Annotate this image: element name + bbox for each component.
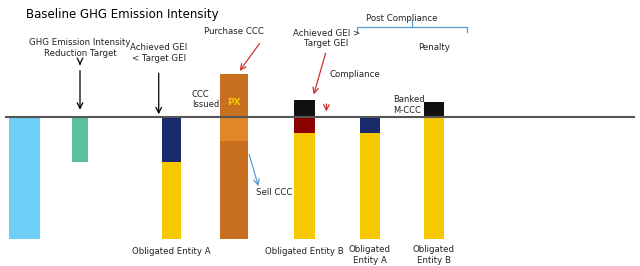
Text: GHG Emission Intensity
Reduction Target: GHG Emission Intensity Reduction Target <box>29 38 131 57</box>
Bar <box>220 117 248 141</box>
Text: Purchase CCC: Purchase CCC <box>204 27 264 36</box>
Bar <box>162 117 181 162</box>
Bar <box>424 102 444 117</box>
Text: Achieved GEI >
Target GEI: Achieved GEI > Target GEI <box>293 29 360 48</box>
Text: Achieved GEI
< Target GEI: Achieved GEI < Target GEI <box>130 44 188 63</box>
Text: Obligated Entity A: Obligated Entity A <box>132 247 211 256</box>
Bar <box>294 117 315 133</box>
Text: Obligated
Entity B: Obligated Entity B <box>413 245 455 264</box>
Text: Banked
M-CCC: Banked M-CCC <box>394 95 425 115</box>
Bar <box>220 74 248 117</box>
Text: Sell CCC: Sell CCC <box>256 188 292 197</box>
Bar <box>294 133 315 239</box>
Text: CCC
Issued: CCC Issued <box>192 90 220 109</box>
Bar <box>9 117 40 239</box>
Text: PX: PX <box>227 98 241 107</box>
Bar <box>162 162 181 239</box>
Bar <box>424 117 444 239</box>
Text: Post Compliance: Post Compliance <box>366 14 438 23</box>
Bar <box>72 117 88 162</box>
Text: Obligated Entity B: Obligated Entity B <box>265 247 344 256</box>
Bar <box>220 141 248 239</box>
Text: Compliance: Compliance <box>330 70 380 79</box>
Text: Baseline GHG Emission Intensity: Baseline GHG Emission Intensity <box>26 8 218 21</box>
Bar <box>360 133 380 239</box>
Bar <box>294 100 315 117</box>
Text: Penalty: Penalty <box>418 43 450 52</box>
Text: Obligated
Entity A: Obligated Entity A <box>349 245 391 264</box>
Bar <box>360 117 380 133</box>
